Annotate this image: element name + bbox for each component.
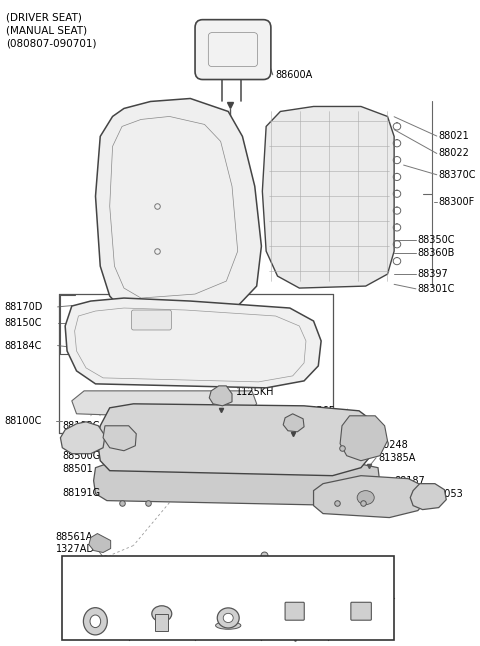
Text: (080807-090701): (080807-090701): [6, 39, 97, 48]
Text: 1125KH: 1125KH: [236, 387, 274, 397]
Text: 88904A: 88904A: [277, 557, 315, 568]
Polygon shape: [97, 404, 375, 475]
Text: 88191G: 88191G: [62, 488, 100, 497]
Polygon shape: [209, 386, 232, 406]
Polygon shape: [72, 391, 257, 418]
Text: 88170D: 88170D: [4, 302, 43, 312]
FancyBboxPatch shape: [351, 602, 372, 620]
Text: 88022: 88022: [439, 149, 469, 158]
Text: 88184C: 88184C: [4, 340, 42, 351]
Text: 88500G: 88500G: [62, 452, 101, 461]
Text: 88397: 88397: [418, 269, 449, 279]
Text: 88187: 88187: [394, 476, 425, 486]
Polygon shape: [283, 414, 304, 432]
Text: 88157: 88157: [249, 557, 280, 568]
Ellipse shape: [357, 491, 374, 505]
Polygon shape: [94, 462, 380, 506]
Bar: [62, 556, 395, 640]
Ellipse shape: [84, 608, 108, 635]
Text: 88300F: 88300F: [439, 197, 475, 207]
FancyBboxPatch shape: [195, 19, 271, 79]
Polygon shape: [96, 98, 262, 321]
Text: (DRIVER SEAT): (DRIVER SEAT): [6, 13, 82, 23]
Polygon shape: [263, 107, 394, 288]
Text: 88370C: 88370C: [439, 170, 476, 180]
Text: 88501: 88501: [62, 464, 93, 474]
Text: 10248: 10248: [378, 441, 409, 450]
Text: 1327AD: 1327AD: [56, 545, 95, 554]
Ellipse shape: [223, 613, 233, 623]
Ellipse shape: [216, 621, 241, 629]
Text: 88350C: 88350C: [418, 236, 456, 245]
Text: 81385A: 81385A: [378, 453, 415, 463]
Text: 88193C: 88193C: [62, 421, 100, 431]
Polygon shape: [340, 416, 387, 461]
Polygon shape: [313, 475, 429, 517]
Text: 1123LE: 1123LE: [343, 572, 379, 582]
Text: 88021: 88021: [439, 131, 469, 141]
Text: 1249GB: 1249GB: [275, 572, 314, 582]
Text: 88565: 88565: [304, 406, 335, 415]
Text: 47121C: 47121C: [76, 572, 114, 582]
Text: 1339CC: 1339CC: [209, 572, 247, 582]
Ellipse shape: [152, 606, 172, 621]
Text: 88301C: 88301C: [418, 284, 455, 294]
Text: 88100C: 88100C: [4, 416, 42, 426]
Text: (MANUAL SEAT): (MANUAL SEAT): [6, 26, 87, 36]
Polygon shape: [65, 298, 321, 388]
Text: 88600A: 88600A: [276, 70, 313, 80]
Text: 88567C: 88567C: [236, 378, 274, 388]
Polygon shape: [103, 426, 136, 451]
Ellipse shape: [217, 608, 239, 628]
Text: 88360B: 88360B: [418, 248, 455, 258]
Text: 88053: 88053: [432, 489, 463, 499]
Ellipse shape: [90, 615, 101, 627]
Text: 88150C: 88150C: [4, 318, 42, 328]
Text: 1310CA: 1310CA: [143, 572, 181, 582]
Text: 1125KH: 1125KH: [304, 415, 343, 424]
Text: 88052B: 88052B: [62, 437, 100, 447]
Text: 88561A: 88561A: [56, 532, 93, 542]
FancyBboxPatch shape: [132, 310, 171, 330]
Polygon shape: [89, 534, 111, 552]
FancyBboxPatch shape: [285, 602, 304, 620]
Bar: [155, 614, 168, 630]
Polygon shape: [410, 484, 446, 510]
Polygon shape: [60, 422, 105, 453]
